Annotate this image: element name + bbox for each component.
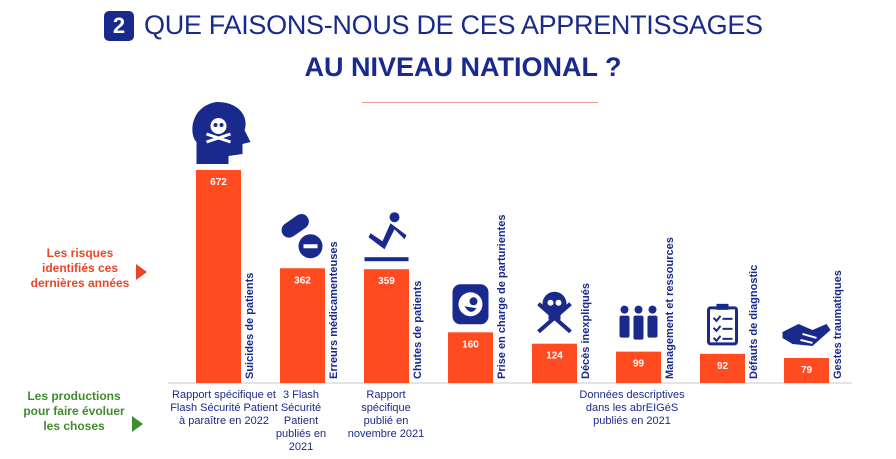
bar-value-label-8: 79 — [801, 365, 813, 376]
page-subtitle: AU NIVEAU NATIONAL ? — [304, 52, 622, 82]
category-label-1: Suicides de patients — [244, 273, 256, 379]
bar-value-label-3: 359 — [378, 276, 395, 287]
category-label-2: Erreurs médicamenteuses — [328, 241, 340, 379]
bar-3 — [364, 269, 409, 383]
bar-value-label-7: 92 — [717, 361, 729, 372]
bar-7 — [700, 353, 745, 383]
category-label-7: Défauts de diagnostic — [748, 265, 760, 379]
category-label-5: Décès inexpliqués — [580, 283, 592, 379]
bar-1 — [196, 170, 241, 383]
people-group-icon — [619, 305, 658, 340]
category-label-3: Chutes de patients — [412, 281, 424, 379]
production-text-4: Données descriptives dans les abrEIGéS p… — [579, 389, 685, 427]
skull-crossbones-icon — [537, 291, 572, 334]
risks-label: Les risques identifiés ces dernières ann… — [30, 246, 130, 290]
bar-value-label-6: 99 — [633, 359, 645, 370]
bar-2 — [280, 268, 325, 383]
title-divider — [362, 102, 598, 103]
title-line-1: 2 QUE FAISONS-NOUS DE CES APPRENTISSAGES — [104, 10, 763, 41]
category-label-6: Management et ressources — [664, 237, 676, 379]
bar-value-label-1: 672 — [210, 177, 227, 188]
productions-label: Les productions pour faire évoluer les c… — [23, 389, 125, 433]
bar-value-label-4: 160 — [462, 339, 479, 350]
page-title: QUE FAISONS-NOUS DE CES APPRENTISSAGES — [144, 10, 763, 40]
risks-arrow-icon — [136, 264, 147, 280]
production-text-1: Rapport spécifique et Flash Sécurité Pat… — [170, 389, 278, 427]
category-label-8: Gestes traumatiques — [832, 270, 844, 379]
category-label-4: Prise en charge de parturientes — [496, 215, 508, 379]
section-number-badge: 2 — [104, 10, 134, 41]
head-skull-icon — [192, 102, 251, 164]
clipboard-checklist-icon — [707, 303, 738, 346]
pregnancy-icon — [452, 284, 489, 325]
bar-4 — [448, 332, 493, 383]
production-text-3: Rapport spécifique publié en novembre 20… — [347, 389, 425, 440]
production-text-2: 3 Flash Sécurité Patient publiés en 2021 — [275, 389, 327, 453]
bar-6 — [616, 351, 661, 383]
falling-person-icon — [364, 212, 409, 262]
pills-icon — [281, 214, 323, 259]
bar-value-label-2: 362 — [294, 275, 311, 286]
productions-arrow-icon — [132, 416, 143, 432]
bar-8 — [784, 357, 829, 383]
bar-5 — [532, 343, 577, 383]
bar-value-label-5: 124 — [546, 351, 563, 362]
handshake-icon — [782, 323, 831, 346]
